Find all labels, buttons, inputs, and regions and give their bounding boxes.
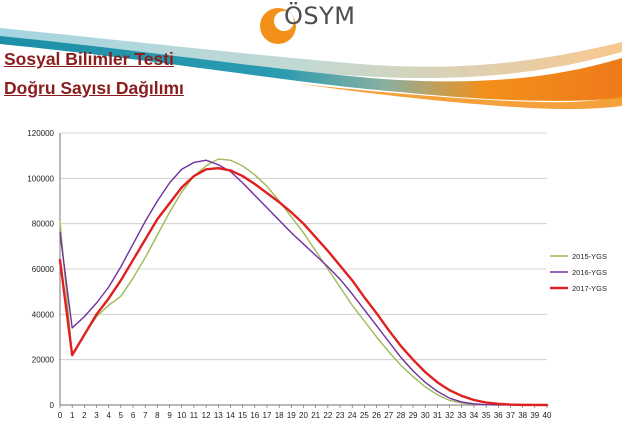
- x-tick-label: 16: [250, 411, 259, 420]
- x-tick-label: 2: [82, 411, 87, 420]
- x-tick-label: 0: [58, 411, 63, 420]
- x-tick-label: 19: [287, 411, 296, 420]
- x-tick-label: 25: [360, 411, 369, 420]
- x-tick-label: 36: [494, 411, 503, 420]
- x-tick-label: 21: [311, 411, 320, 420]
- y-tick-label: 60000: [32, 265, 55, 274]
- gridlines: [60, 132, 547, 406]
- x-tick-label: 32: [445, 411, 454, 420]
- x-tick-label: 39: [530, 411, 539, 420]
- x-tick-label: 7: [143, 411, 148, 420]
- x-tick-label: 6: [131, 411, 136, 420]
- x-tick-label: 9: [167, 411, 172, 420]
- logo-text: ÖSYM: [284, 2, 356, 30]
- x-tick-label: 31: [433, 411, 442, 420]
- x-tick-label: 8: [155, 411, 160, 420]
- x-tick-label: 27: [384, 411, 393, 420]
- x-tick-label: 38: [518, 411, 527, 420]
- series-line-2016-ygs: [59, 159, 548, 406]
- page-title-line-1: Sosyal Bilimler Testi: [4, 49, 174, 69]
- series-line-2015-ygs: [59, 158, 548, 406]
- x-tick-label: 22: [323, 411, 332, 420]
- x-tick-label: 3: [94, 411, 99, 420]
- series-lines: [58, 158, 549, 407]
- series-line-2017-ygs: [58, 166, 549, 407]
- x-axis-ticks: 0 1 2 3 4 5 6 7 8 9 10 11 12 13 14 15 16 17 18 19 20 21 22 23 24…: [58, 405, 552, 420]
- legend-label: 2015-YGS: [572, 252, 607, 261]
- y-tick-label: 80000: [32, 220, 55, 229]
- x-tick-label: 17: [263, 411, 272, 420]
- y-tick-label: 0: [50, 401, 55, 410]
- x-tick-label: 33: [457, 411, 466, 420]
- x-tick-label: 28: [396, 411, 405, 420]
- x-tick-label: 34: [469, 411, 478, 420]
- y-tick-label: 100000: [27, 174, 54, 183]
- x-tick-label: 13: [214, 411, 223, 420]
- x-tick-label: 40: [543, 411, 552, 420]
- y-axis-ticks: 0 20000 40000 60000 80000 100000 120000: [27, 129, 54, 410]
- x-tick-label: 29: [409, 411, 418, 420]
- page-title-line-2: Doğru Sayısı Dağılımı: [4, 78, 184, 98]
- x-tick-label: 30: [421, 411, 430, 420]
- osym-logo-icon: [260, 8, 296, 44]
- x-tick-label: 11: [190, 411, 199, 420]
- x-tick-label: 18: [275, 411, 284, 420]
- x-tick-label: 15: [238, 411, 247, 420]
- x-tick-label: 14: [226, 411, 235, 420]
- legend-label: 2016-YGS: [572, 268, 607, 277]
- x-tick-label: 10: [177, 411, 186, 420]
- y-tick-label: 20000: [32, 356, 55, 365]
- x-tick-label: 26: [372, 411, 381, 420]
- x-tick-label: 24: [348, 411, 357, 420]
- x-tick-label: 23: [336, 411, 345, 420]
- legend-label: 2017-YGS: [572, 284, 607, 293]
- y-tick-label: 40000: [32, 310, 55, 319]
- x-tick-label: 37: [506, 411, 515, 420]
- y-tick-label: 120000: [27, 129, 54, 138]
- x-tick-label: 4: [106, 411, 111, 420]
- x-tick-label: 12: [202, 411, 211, 420]
- legend: 2015-YGS 2016-YGS 2017-YGS: [550, 252, 607, 293]
- x-tick-label: 1: [70, 411, 75, 420]
- x-tick-label: 35: [482, 411, 491, 420]
- header-wave-banner: [0, 28, 622, 109]
- x-tick-label: 20: [299, 411, 308, 420]
- x-tick-label: 5: [119, 411, 124, 420]
